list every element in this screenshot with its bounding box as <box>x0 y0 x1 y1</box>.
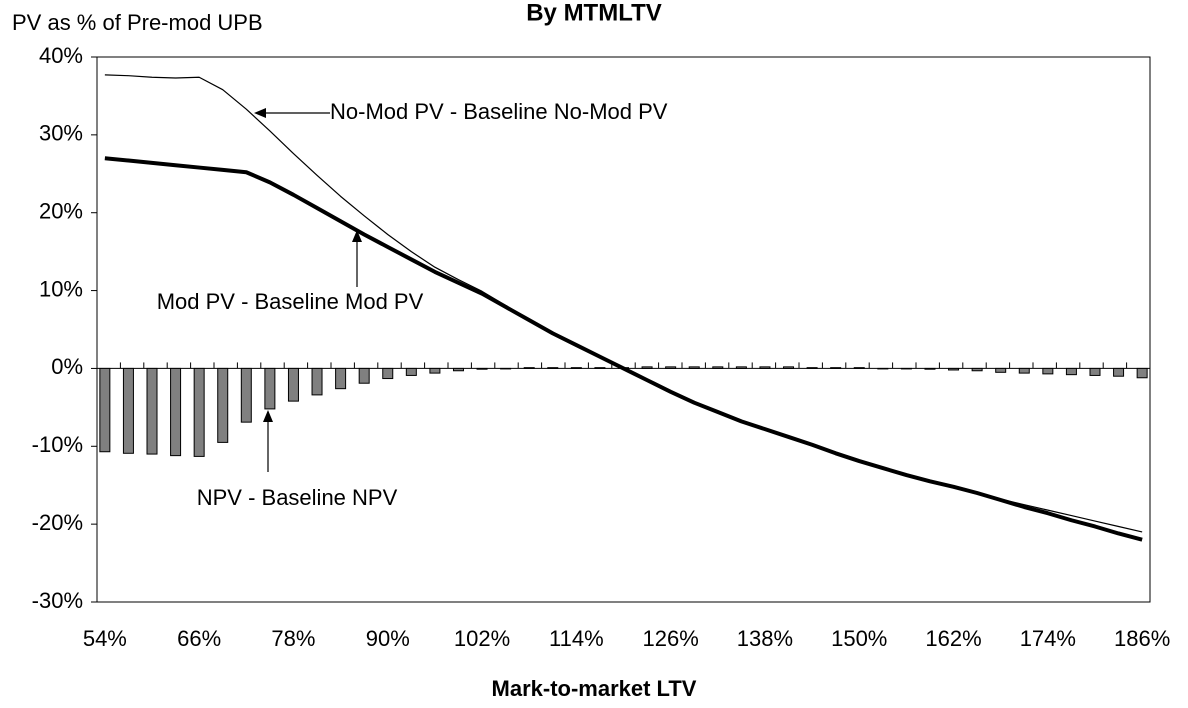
bar <box>547 367 559 369</box>
bar <box>1089 367 1101 376</box>
series-label: NPV - Baseline NPV <box>197 485 398 510</box>
x-tick-label: 54% <box>83 626 127 651</box>
bar <box>783 366 795 369</box>
arrow-head <box>263 410 273 422</box>
bar <box>570 367 582 369</box>
bar <box>712 366 724 369</box>
bar <box>924 367 936 370</box>
x-tick-label: 102% <box>454 626 510 651</box>
y-axis-title: PV as % of Pre-mod UPB <box>12 10 263 35</box>
bar <box>264 367 276 410</box>
bar <box>900 367 912 370</box>
bar <box>759 366 771 369</box>
bar <box>594 367 606 369</box>
bar <box>948 367 960 371</box>
bar <box>1042 367 1054 375</box>
bar <box>830 367 842 369</box>
plot-frame <box>96 56 1151 603</box>
x-tick-label: 138% <box>737 626 793 651</box>
x-tick-label: 162% <box>925 626 981 651</box>
bar <box>735 366 747 369</box>
bar <box>665 366 677 369</box>
bar <box>170 367 182 457</box>
bar <box>877 367 889 370</box>
bar <box>995 367 1007 373</box>
bar <box>1113 367 1125 377</box>
bar <box>641 366 653 369</box>
bar <box>146 367 158 455</box>
bar <box>476 367 488 370</box>
bar <box>240 367 252 423</box>
bar <box>523 367 535 369</box>
bar <box>452 367 464 372</box>
bar <box>382 367 394 380</box>
bar <box>311 367 323 396</box>
bar <box>1018 367 1030 374</box>
x-tick-label: 150% <box>831 626 887 651</box>
series-label: No-Mod PV - Baseline No-Mod PV <box>330 99 668 124</box>
bar <box>971 367 983 372</box>
bar <box>122 367 134 454</box>
bar <box>806 367 818 369</box>
bar <box>358 367 370 384</box>
bar <box>688 366 700 369</box>
x-tick-label: 114% <box>549 626 604 651</box>
x-tick-label: 66% <box>177 626 221 651</box>
series-label: Mod PV - Baseline Mod PV <box>157 289 424 314</box>
x-tick-label: 78% <box>271 626 315 651</box>
bar <box>405 367 417 376</box>
x-tick-label: 90% <box>366 626 410 651</box>
bar <box>217 367 229 443</box>
y-tick-label: 10% <box>39 276 83 301</box>
bar <box>429 367 441 374</box>
x-tick-label: 186% <box>1114 626 1170 651</box>
bar <box>287 367 299 402</box>
y-tick-label: 30% <box>39 121 83 146</box>
bar <box>1136 367 1148 379</box>
bar <box>853 367 865 369</box>
bar <box>193 367 205 457</box>
x-tick-label: 174% <box>1020 626 1076 651</box>
x-tick-label: 126% <box>643 626 699 651</box>
arrow-head <box>254 108 266 118</box>
y-tick-label: -10% <box>32 432 83 457</box>
y-tick-label: 0% <box>51 354 83 379</box>
y-tick-label: -20% <box>32 510 83 535</box>
bar <box>1065 367 1077 376</box>
y-tick-label: -30% <box>32 588 83 613</box>
bar <box>500 367 512 370</box>
bar <box>99 367 111 453</box>
line <box>104 156 1143 542</box>
y-tick-label: 40% <box>39 43 83 68</box>
chart-title: By MTMLTV <box>526 0 662 26</box>
annotations: No-Mod PV - Baseline No-Mod PV Mod PV - … <box>157 99 668 510</box>
y-tick-label: 20% <box>39 199 83 224</box>
bar <box>335 367 347 390</box>
arrow-head <box>352 230 362 242</box>
x-axis-title: Mark-to-market LTV <box>492 676 697 701</box>
